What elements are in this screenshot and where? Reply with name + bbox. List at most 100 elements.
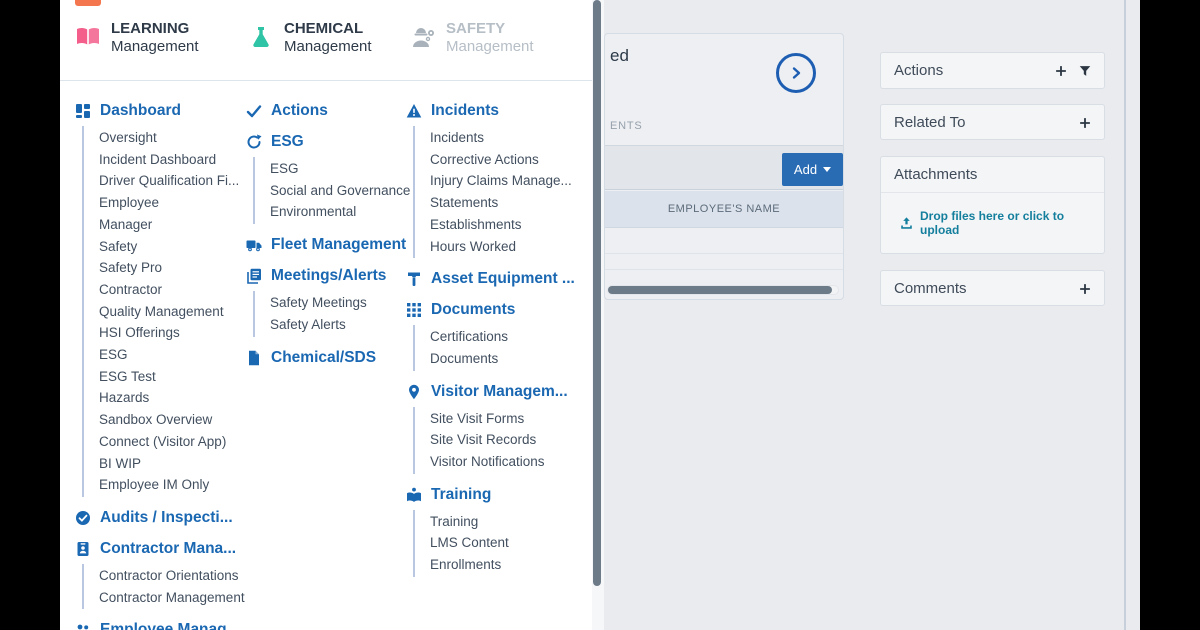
menu-top-partial-label: SAFETY MANAGEMENT <box>113 0 302 6</box>
menu-group-label: Incidents <box>431 102 500 119</box>
menu-scrollbar-thumb[interactable] <box>593 0 601 586</box>
menu-sublist-contractor: Contractor Orientations Contractor Manage… <box>82 563 245 610</box>
panel-attachments: Attachments Drop files here or click to … <box>880 156 1105 254</box>
table-row <box>605 255 843 270</box>
hard-hat-icon <box>75 0 101 6</box>
check-circle-icon <box>76 510 90 525</box>
plus-icon[interactable] <box>1055 65 1067 77</box>
menu-column-1: Dashboard Oversight Incident Dashboard Dri… <box>75 96 245 630</box>
menu-sub-item[interactable]: Corrective Actions <box>430 151 539 167</box>
product-label: CHEMICAL Management <box>284 20 372 56</box>
menu-sub-item[interactable]: Safety Alerts <box>270 316 346 332</box>
card-title-partial: ed <box>610 46 629 65</box>
menu-sub-item[interactable]: Environmental <box>270 204 357 220</box>
menu-group-fleet-management[interactable]: Fleet Management <box>246 235 406 255</box>
filter-icon[interactable] <box>1079 65 1091 77</box>
menu-sub-item[interactable]: Employee IM Only <box>99 477 210 493</box>
menu-sub-item[interactable]: Certifications <box>430 329 509 345</box>
menu-group-training[interactable]: Training <box>406 485 588 505</box>
product-sub: Management <box>111 38 199 55</box>
menu-sub-item[interactable]: Safety Pro <box>99 260 163 276</box>
menu-sub-item[interactable]: Contractor Management <box>99 589 245 605</box>
menu-sub-item[interactable]: Contractor Orientations <box>99 567 239 583</box>
plus-icon[interactable] <box>1079 283 1091 295</box>
menu-sublist-visitor: Site Visit Forms Site Visit Records Visito… <box>413 406 588 474</box>
menu-sub-item[interactable]: Oversight <box>99 130 157 145</box>
menu-sub-item[interactable]: Driver Qualification Fi... <box>99 173 240 189</box>
menu-sub-item[interactable]: Hours Worked <box>430 238 517 254</box>
product-switcher: LEARNING Management CHEMICAL Management <box>75 20 580 72</box>
menu-sub-item[interactable]: Contractor <box>99 281 163 297</box>
menu-sub-item[interactable]: Enrollments <box>430 557 502 573</box>
table-row <box>605 229 843 254</box>
page-scrollbar-track[interactable] <box>1124 0 1126 630</box>
menu-sub-item[interactable]: Quality Management <box>99 303 224 319</box>
panel-title: Attachments <box>894 166 978 183</box>
menu-sub-item[interactable]: Sandbox Overview <box>99 412 213 428</box>
chevron-right-icon <box>792 67 801 79</box>
menu-group-employee-management[interactable]: Employee Manag... <box>75 620 245 630</box>
menu-sub-item[interactable]: Injury Claims Manage... <box>430 173 572 189</box>
product-chemical-management[interactable]: CHEMICAL Management <box>248 20 372 56</box>
plus-icon[interactable] <box>1079 117 1091 129</box>
menu-sub-item[interactable]: HSI Offerings <box>99 325 180 341</box>
table-header-employees-name: EMPLOYEE'S NAME <box>605 191 843 228</box>
menu-group-documents[interactable]: Documents <box>406 300 588 320</box>
menu-group-contractor-management[interactable]: Contractor Mana... <box>75 539 245 559</box>
panel-header-icons <box>1079 283 1091 295</box>
menu-sub-item[interactable]: Manager <box>99 216 153 232</box>
menu-group-chemical-sds[interactable]: Chemical/SDS <box>246 348 406 368</box>
dashboard-icon <box>76 104 90 118</box>
menu-sub-item[interactable]: Establishments <box>430 216 522 232</box>
menu-sub-item[interactable]: Site Visit Forms <box>430 410 525 426</box>
menu-sub-item[interactable]: Incident Dashboard <box>99 151 217 167</box>
panel-actions: Actions <box>880 52 1105 89</box>
menu-group-asset-equipment[interactable]: Asset Equipment ... <box>406 269 588 289</box>
panel-header-icons <box>1055 65 1091 77</box>
menu-sub-item[interactable]: Statements <box>430 195 499 211</box>
menu-top-partial-row: SAFETY MANAGEMENT <box>75 0 302 6</box>
add-button[interactable]: Add <box>782 153 843 186</box>
menu-group-incidents[interactable]: Incidents <box>406 101 588 121</box>
panel-header: Comments <box>881 271 1104 306</box>
product-learning-management[interactable]: LEARNING Management <box>75 20 199 56</box>
menu-group-audits-inspections[interactable]: Audits / Inspecti... <box>75 508 245 528</box>
menu-group-label: Meetings/Alerts <box>271 267 387 285</box>
file-dropzone[interactable]: Drop files here or click to upload <box>881 192 1104 253</box>
menu-group-label: Documents <box>431 301 516 319</box>
tab-label-partial[interactable]: ENTS <box>610 120 643 132</box>
menu-sub-item[interactable]: Site Visit Records <box>430 432 537 448</box>
menu-sub-item[interactable]: ESG Test <box>99 368 156 384</box>
menu-group-meetings-alerts[interactable]: Meetings/Alerts <box>246 266 406 286</box>
menu-sub-item[interactable]: Hazards <box>99 390 150 406</box>
menu-sub-item[interactable]: BI WIP <box>99 455 142 471</box>
menu-sub-item[interactable]: Visitor Notifications <box>430 454 545 470</box>
menu-sub-item[interactable]: Safety Meetings <box>270 295 367 311</box>
menu-sub-item[interactable]: ESG <box>99 347 128 363</box>
menu-group-actions[interactable]: Actions <box>246 101 406 121</box>
app-viewport: SAFETY MANAGEMENT LEARNING Management <box>60 0 1140 630</box>
menu-sub-item[interactable]: ESG <box>270 161 299 176</box>
panel-header: Attachments <box>881 157 1104 192</box>
menu-group-dashboard[interactable]: Dashboard <box>75 101 245 121</box>
horizontal-scrollbar-track[interactable] <box>607 285 839 295</box>
menu-sub-item[interactable]: Documents <box>430 350 499 366</box>
menu-sub-item[interactable]: Training <box>430 513 479 529</box>
menu-sub-item[interactable]: Social and Governance <box>270 182 411 198</box>
horizontal-scrollbar-thumb[interactable] <box>608 286 832 294</box>
menu-group-label: Asset Equipment ... <box>431 270 575 288</box>
menu-sub-item[interactable]: LMS Content <box>430 535 509 551</box>
menu-group-visitor-management[interactable]: Visitor Managem... <box>406 382 588 402</box>
menu-sub-item[interactable]: Connect (Visitor App) <box>99 433 227 449</box>
menu-group-esg[interactable]: ESG <box>246 132 406 152</box>
open-book-icon <box>77 27 99 46</box>
menu-sub-item[interactable]: Safety <box>99 238 138 254</box>
product-name: SAFETY <box>446 20 506 37</box>
menu-group-label: Actions <box>271 102 328 119</box>
menu-column-2: Actions ESG ESG Social and Governance Envi… <box>246 96 411 373</box>
menu-sublist-incidents: Incidents Corrective Actions Injury Claims… <box>413 126 588 259</box>
menu-sub-item[interactable]: Employee <box>99 195 160 211</box>
menu-group-label: Contractor Mana... <box>100 539 237 557</box>
next-circle-button[interactable] <box>776 53 816 93</box>
menu-sub-item[interactable]: Incidents <box>430 130 485 145</box>
